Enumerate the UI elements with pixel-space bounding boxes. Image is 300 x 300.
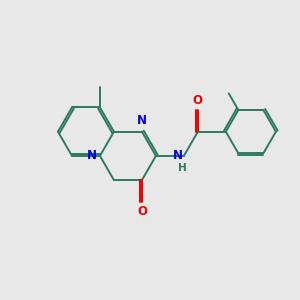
- Text: O: O: [193, 94, 203, 106]
- Text: O: O: [137, 205, 147, 218]
- Text: N: N: [137, 114, 147, 127]
- Text: N: N: [172, 149, 182, 162]
- Text: H: H: [178, 163, 187, 173]
- Text: N: N: [86, 149, 96, 162]
